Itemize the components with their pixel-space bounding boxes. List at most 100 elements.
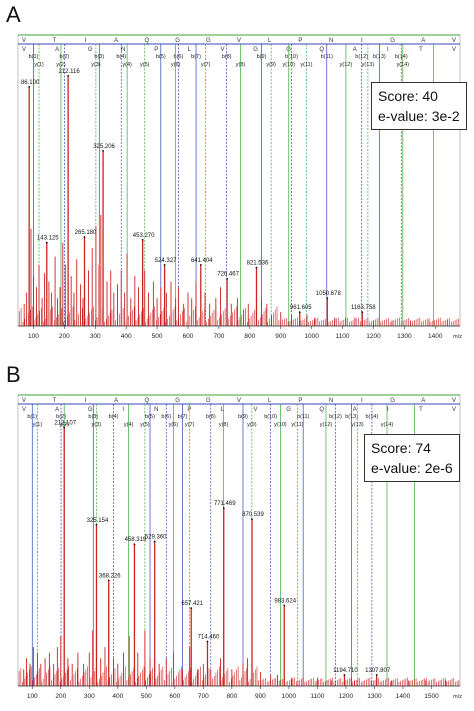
peak-marker	[199, 263, 202, 266]
b-ion-label: b(1)	[27, 414, 37, 420]
sequence-residue-top: V	[237, 398, 241, 404]
peak-label: 325.154	[87, 518, 109, 524]
x-tick-label: 1300	[397, 333, 412, 340]
sequence-residue-top: V	[452, 38, 456, 44]
b-ion-label: b(14)	[395, 54, 408, 60]
y-ion-label: y(8)	[219, 422, 229, 428]
peak-marker	[361, 311, 364, 313]
peak-marker	[45, 241, 48, 244]
y-ion-label: y(14)	[381, 422, 394, 428]
peak-marker	[375, 673, 378, 676]
b-ion-label: b(2)	[59, 54, 69, 60]
peak-marker	[226, 277, 228, 280]
y-ion-label: y(3)	[91, 62, 101, 68]
y-ion-label: y(2)	[56, 62, 66, 68]
sequence-residue-bottom: V	[22, 47, 26, 53]
x-tick-label: 400	[112, 693, 123, 700]
x-tick-label: 600	[183, 333, 194, 340]
peak-label: 771.469	[214, 501, 236, 507]
sequence-residue-top: A	[114, 38, 118, 44]
x-axis-unit-b: m/z	[453, 694, 462, 700]
x-tick-label: 900	[275, 333, 286, 340]
peak-marker	[102, 149, 104, 152]
x-tick-label: 500	[152, 333, 163, 340]
peak-marker	[326, 297, 329, 300]
b-ion-label: b(13)	[373, 54, 386, 60]
sequence-residue-top: T	[53, 38, 57, 44]
spectrum-chart-b: V T I A Q G G V L P N I G A VV A G I N P L V G Q A I T Vb(1) b(2) b(3…	[17, 394, 462, 700]
b-ion-label: b(5)	[145, 414, 155, 420]
y-ion-label: y(12)	[340, 62, 353, 68]
x-tick-label: 700	[213, 333, 224, 340]
x-axis-unit-a: m/z	[453, 334, 462, 340]
b-ion-label: b(8)	[222, 54, 232, 60]
peak-label: 453.270	[133, 233, 155, 239]
y-ion-label: y(4)	[122, 62, 132, 68]
sequence-residue-bottom: A	[353, 47, 357, 53]
peak-marker	[133, 543, 136, 546]
sequence-residue-top: G	[206, 398, 211, 404]
sequence-residue-top: G	[390, 38, 395, 44]
y-ion-label: y(7)	[201, 62, 211, 68]
b-ion-label: b(4)	[109, 414, 119, 420]
sequence-residue-bottom: V	[452, 407, 456, 413]
sequence-residue-top: V	[452, 398, 456, 404]
peak-label: 212.107	[54, 420, 76, 426]
sequence-residue-bottom: Q	[319, 47, 324, 53]
peak-marker	[83, 236, 86, 238]
sequence-residue-top: N	[329, 398, 333, 404]
sequence-residue-bottom: N	[121, 47, 125, 53]
y-ion-label: y(6)	[169, 422, 179, 428]
x-tick-label: 800	[244, 333, 255, 340]
b-ion-label: b(9)	[257, 54, 267, 60]
sequence-residue-bottom: G	[88, 47, 93, 53]
peak-marker	[343, 673, 346, 676]
peak-label: 983.624	[274, 598, 296, 604]
x-tick-label: 100	[28, 333, 39, 340]
peak-label: 86.100	[21, 80, 40, 86]
y-ion-label: y(5)	[140, 62, 150, 68]
peak-label: 714.460	[198, 635, 220, 641]
y-ion-label: y(9)	[247, 422, 257, 428]
b-ion-label: b(12)	[329, 414, 342, 420]
sequence-residue-top: I	[85, 398, 87, 404]
y-ion-label: y(4)	[124, 422, 134, 428]
sequence-residue-top: A	[114, 398, 118, 404]
peak-label: 529.360	[145, 534, 167, 540]
peak-marker	[190, 607, 193, 610]
b-ion-label: b(1)	[29, 54, 39, 60]
y-ion-label: y(10)	[274, 422, 287, 428]
sequence-residue-bottom: P	[187, 407, 191, 413]
sequence-residue-bottom: P	[154, 47, 158, 53]
sequence-residue-bottom: V	[452, 47, 456, 53]
sequence-residue-top: V	[237, 38, 241, 44]
score-text-a: Score: 40	[378, 88, 438, 104]
x-tick-label: 600	[169, 693, 180, 700]
sequence-residue-top: I	[85, 38, 87, 44]
sequence-residue-top: P	[298, 38, 302, 44]
b-ion-label: b(11)	[321, 54, 334, 60]
x-tick-label: 900	[255, 693, 266, 700]
sequence-residue-top: G	[206, 38, 211, 44]
x-tick-label: 200	[59, 333, 70, 340]
x-tick-label: 200	[55, 693, 66, 700]
x-tick-label: 300	[84, 693, 95, 700]
sequence-residue-bottom: A	[55, 407, 59, 413]
score-box-a: Score: 40 e-value: 3e-2	[371, 82, 467, 130]
sequence-residue-top: Q	[145, 38, 150, 44]
sequence-residue-top: V	[22, 398, 26, 404]
y-ion-label: y(14)	[397, 62, 410, 68]
sequence-residue-top: I	[361, 38, 363, 44]
x-tick-label: 1300	[367, 693, 382, 700]
peak-marker	[107, 579, 110, 582]
sequence-residue-top: Q	[145, 398, 150, 404]
sequence-residue-bottom: T	[419, 407, 423, 413]
sequence-residue-bottom: G	[253, 47, 258, 53]
peak-marker	[222, 507, 225, 509]
y-ion-label: y(6)	[171, 62, 181, 68]
sequence-residue-top: L	[268, 38, 272, 44]
sequence-residue-top: G	[175, 38, 180, 44]
y-ion-label: y(12)	[320, 422, 333, 428]
sequence-residue-bottom: V	[22, 407, 26, 413]
peak-label: 870.539	[242, 512, 264, 518]
